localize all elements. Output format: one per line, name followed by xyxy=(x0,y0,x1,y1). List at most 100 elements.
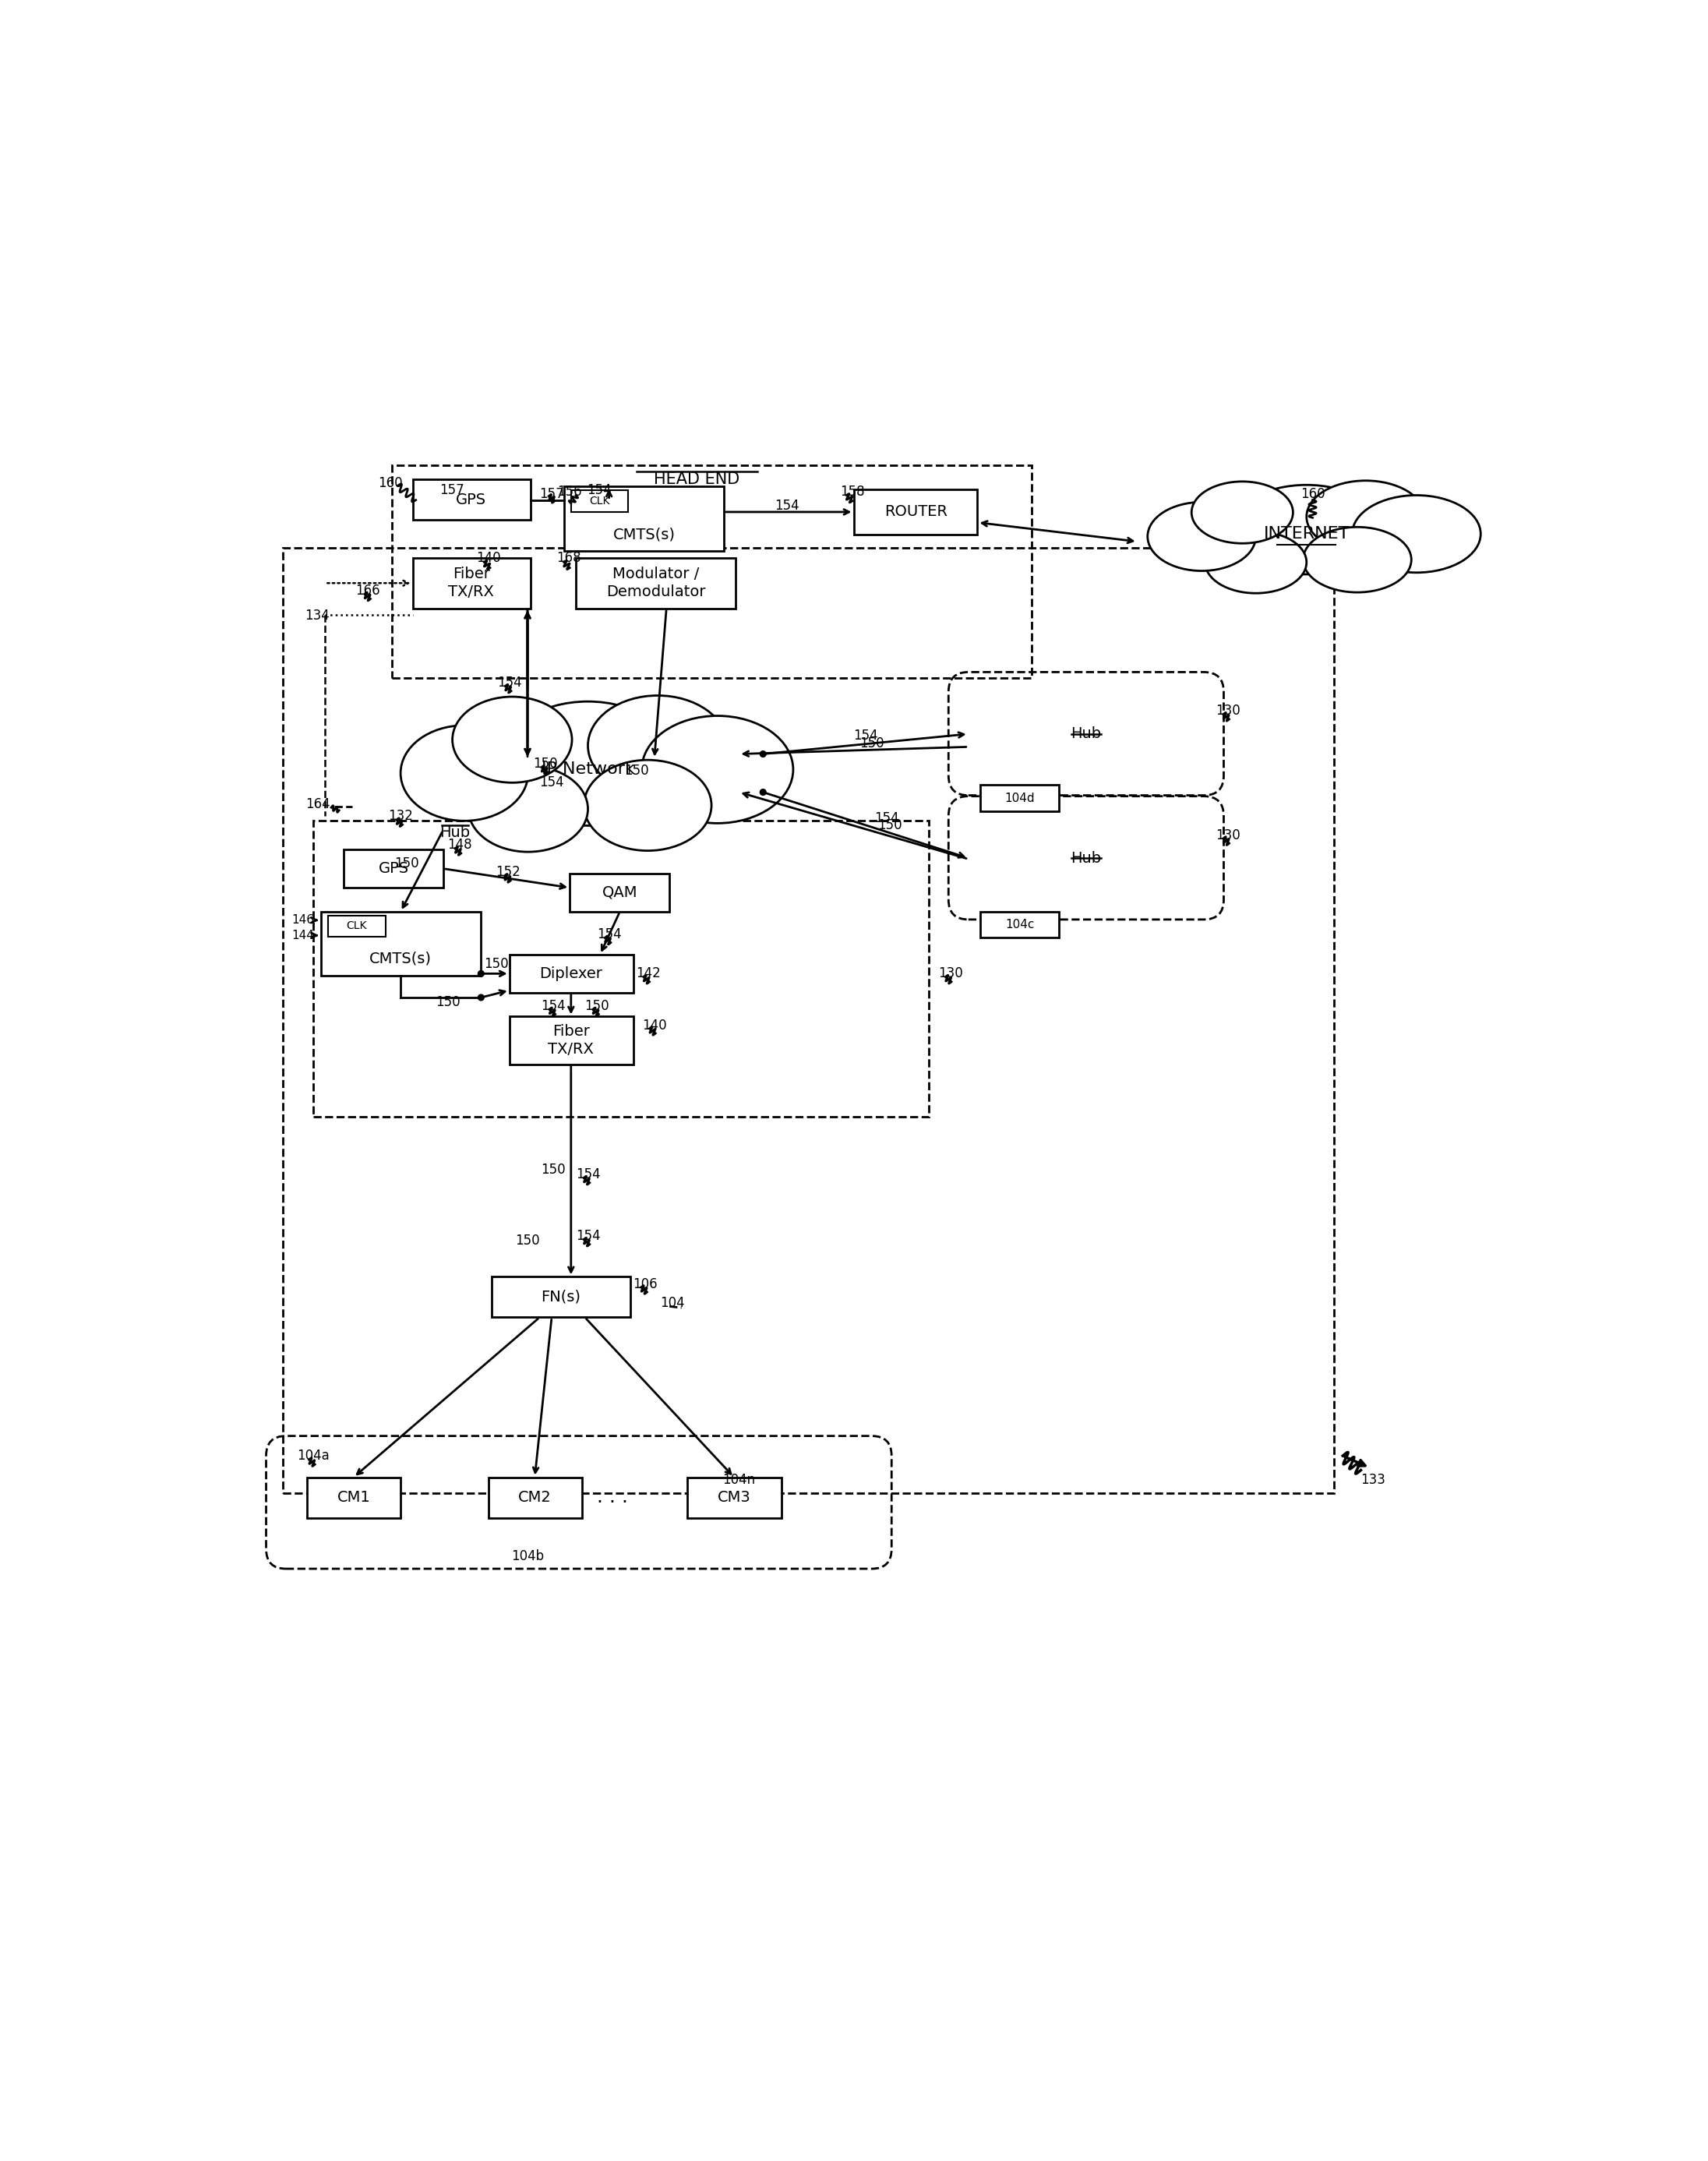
Bar xyxy=(413,558,531,609)
Text: 133: 133 xyxy=(1361,1472,1385,1487)
Text: Fiber
TX/RX: Fiber TX/RX xyxy=(548,1024,594,1057)
Bar xyxy=(488,1478,582,1517)
Ellipse shape xyxy=(1148,501,1255,571)
Text: 150: 150 xyxy=(516,1234,540,1249)
Text: 160: 160 xyxy=(377,475,403,491)
Text: GPS: GPS xyxy=(377,862,408,875)
Text: 104b: 104b xyxy=(511,1549,543,1562)
Text: Hub: Hub xyxy=(439,826,470,841)
Text: 154: 154 xyxy=(874,810,898,826)
Ellipse shape xyxy=(1230,484,1382,575)
Text: 154: 154 xyxy=(540,998,565,1014)
Text: Diplexer: Diplexer xyxy=(540,966,603,981)
Text: 148: 148 xyxy=(447,838,471,851)
Text: 160: 160 xyxy=(1300,486,1325,501)
Text: 168: 168 xyxy=(557,551,581,566)
Text: 150: 150 xyxy=(395,856,418,871)
Text: 104c: 104c xyxy=(1004,918,1035,931)
Bar xyxy=(328,916,386,938)
Ellipse shape xyxy=(453,696,572,782)
Text: 150: 150 xyxy=(584,998,610,1014)
Text: 134: 134 xyxy=(306,609,330,622)
Text: 150: 150 xyxy=(540,1163,565,1176)
Text: 150: 150 xyxy=(483,957,509,970)
Bar xyxy=(307,1478,401,1517)
Bar xyxy=(321,912,482,977)
Text: Hub: Hub xyxy=(1071,851,1102,867)
Ellipse shape xyxy=(584,761,712,851)
Text: 156: 156 xyxy=(557,484,582,499)
Text: 150: 150 xyxy=(533,756,559,771)
Bar xyxy=(509,955,634,992)
Ellipse shape xyxy=(1192,482,1293,542)
Text: 150: 150 xyxy=(436,996,459,1009)
Text: IP Network: IP Network xyxy=(541,761,635,778)
Bar xyxy=(854,488,977,534)
Text: 130: 130 xyxy=(1216,828,1240,843)
Text: CLK: CLK xyxy=(347,921,367,931)
Text: CLK: CLK xyxy=(589,495,610,506)
Text: QAM: QAM xyxy=(603,886,637,899)
Text: 142: 142 xyxy=(635,966,661,981)
Text: 104n: 104n xyxy=(722,1472,755,1487)
Text: 130: 130 xyxy=(1216,704,1240,717)
Text: CM2: CM2 xyxy=(518,1489,552,1504)
Text: 164: 164 xyxy=(306,797,330,810)
Ellipse shape xyxy=(642,715,793,823)
Text: INTERNET: INTERNET xyxy=(1264,525,1349,542)
Text: 140: 140 xyxy=(477,551,500,566)
Text: 132: 132 xyxy=(388,808,413,823)
Text: 154: 154 xyxy=(540,776,564,789)
Text: CMTS(s): CMTS(s) xyxy=(613,527,675,542)
Circle shape xyxy=(760,752,767,756)
Text: Modulator /
Demodulator: Modulator / Demodulator xyxy=(606,566,705,599)
Text: 166: 166 xyxy=(355,583,381,599)
Bar xyxy=(688,1478,781,1517)
Ellipse shape xyxy=(1206,532,1307,594)
Ellipse shape xyxy=(499,702,678,826)
Text: . . .: . . . xyxy=(596,1489,627,1506)
Text: 154: 154 xyxy=(775,499,799,512)
Text: 150: 150 xyxy=(878,819,902,832)
Text: CMTS(s): CMTS(s) xyxy=(369,951,432,966)
Ellipse shape xyxy=(1353,495,1481,573)
Bar xyxy=(570,873,670,912)
Text: CM3: CM3 xyxy=(717,1489,752,1504)
Text: CM1: CM1 xyxy=(336,1489,371,1504)
Bar xyxy=(576,558,736,609)
Text: 150: 150 xyxy=(623,763,649,778)
Bar xyxy=(343,849,442,888)
Text: GPS: GPS xyxy=(456,493,487,508)
Text: ROUTER: ROUTER xyxy=(885,504,948,519)
Text: 106: 106 xyxy=(634,1277,658,1290)
Bar xyxy=(492,1277,630,1318)
Text: 154: 154 xyxy=(854,728,878,743)
Circle shape xyxy=(478,994,483,1001)
Text: 154: 154 xyxy=(576,1230,600,1243)
Bar xyxy=(564,486,724,551)
Bar xyxy=(980,784,1059,810)
Bar xyxy=(570,491,629,512)
Text: 104: 104 xyxy=(659,1297,685,1310)
Circle shape xyxy=(760,789,767,795)
Bar xyxy=(509,1016,634,1065)
Text: 140: 140 xyxy=(642,1018,666,1033)
Ellipse shape xyxy=(588,696,728,795)
Bar xyxy=(980,912,1059,938)
Text: 152: 152 xyxy=(495,864,521,880)
Text: 144: 144 xyxy=(292,929,314,942)
Ellipse shape xyxy=(1303,527,1411,592)
Text: 104a: 104a xyxy=(297,1448,330,1463)
Text: 104d: 104d xyxy=(1004,793,1035,804)
Text: 157: 157 xyxy=(540,486,564,501)
Bar xyxy=(413,480,531,521)
Text: 154: 154 xyxy=(497,676,521,689)
Text: 130: 130 xyxy=(938,966,963,981)
Text: Hub: Hub xyxy=(1071,726,1102,741)
Text: 146: 146 xyxy=(292,914,314,927)
Circle shape xyxy=(478,970,483,977)
Text: 157: 157 xyxy=(439,484,465,497)
Text: FN(s): FN(s) xyxy=(541,1290,581,1305)
Ellipse shape xyxy=(468,765,588,851)
Text: 154: 154 xyxy=(596,927,622,942)
